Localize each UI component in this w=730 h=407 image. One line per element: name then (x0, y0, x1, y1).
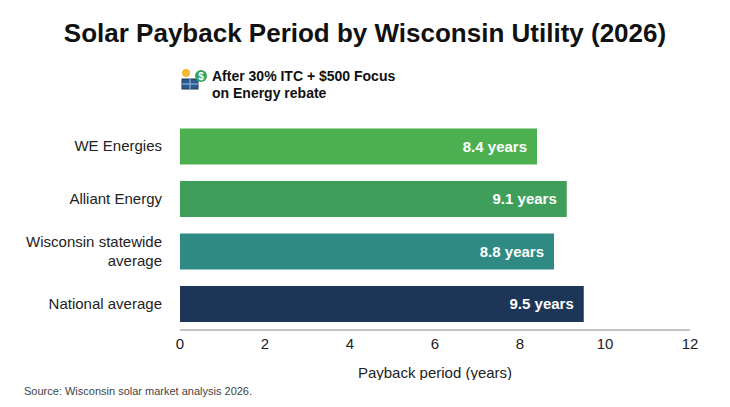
svg-text:National average: National average (49, 295, 162, 312)
svg-text:2: 2 (261, 335, 269, 352)
svg-text:Payback period (years): Payback period (years) (358, 364, 512, 380)
svg-text:Wisconsin statewide: Wisconsin statewide (26, 233, 162, 250)
svg-text:$: $ (198, 71, 204, 82)
svg-text:8.4 years: 8.4 years (463, 138, 527, 155)
svg-text:10: 10 (597, 335, 614, 352)
svg-text:Alliant Energy: Alliant Energy (69, 190, 162, 207)
svg-text:8.8 years: 8.8 years (480, 243, 544, 260)
html-text:Source: Wisconsin solar market: Source: Wisconsin solar market analysis … (24, 385, 252, 397)
svg-text:9.1 years: 9.1 years (493, 190, 557, 207)
svg-text:0: 0 (176, 335, 184, 352)
svg-text:WE Energies: WE Energies (74, 137, 162, 154)
svg-text:average: average (108, 252, 162, 269)
svg-text:6: 6 (431, 335, 439, 352)
html-text:After 30% ITC + $500 Focus on: After 30% ITC + $500 Focus on Energy reb… (212, 68, 396, 101)
html-text:Solar Payback Period by Wiscon: Solar Payback Period by Wisconsin Utilit… (63, 18, 667, 48)
svg-text:8: 8 (516, 335, 524, 352)
svg-text:9.5 years: 9.5 years (510, 295, 574, 312)
svg-text:4: 4 (346, 335, 354, 352)
svg-text:12: 12 (682, 335, 699, 352)
